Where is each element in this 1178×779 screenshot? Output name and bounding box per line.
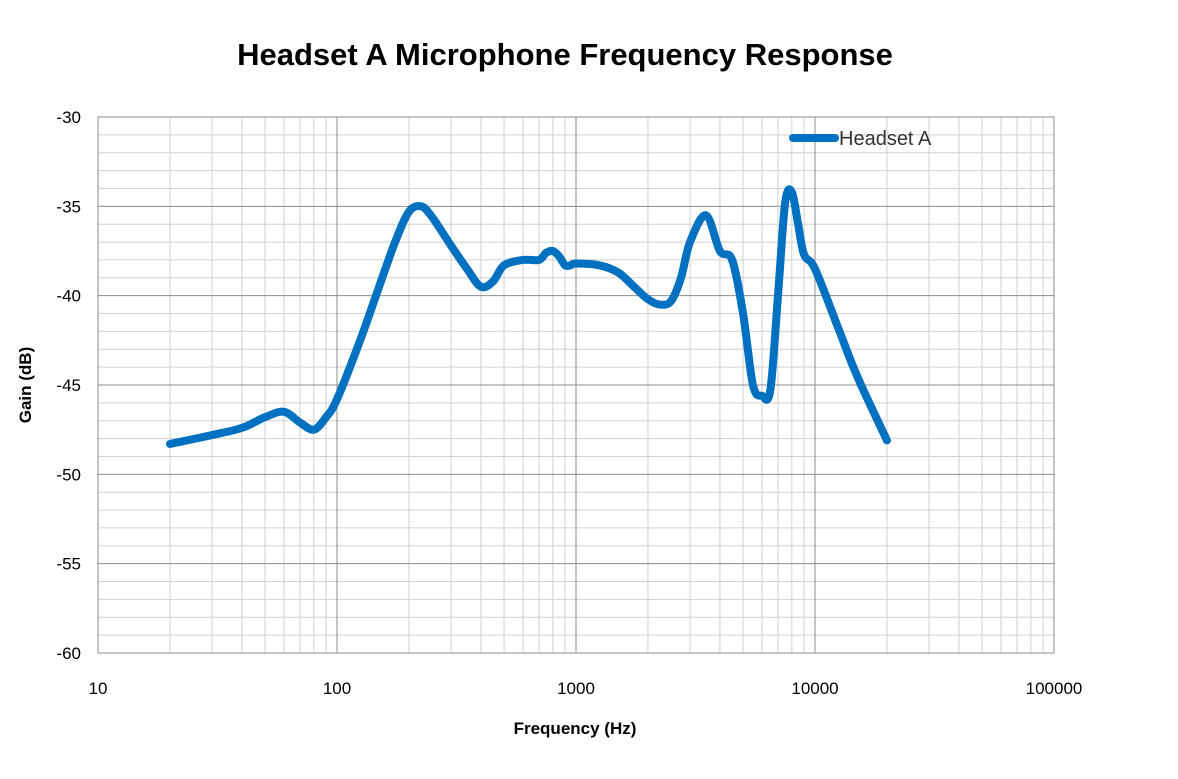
y-tick-label: -45 — [56, 376, 81, 395]
y-axis-tick-labels: -60 -55 -50 -45 -40 -35 -30 — [56, 108, 81, 663]
y-tick-label: -35 — [56, 197, 81, 216]
x-tick-label: 100 — [323, 679, 351, 698]
y-tick-label: -60 — [56, 644, 81, 663]
legend-label-headset-a: Headset A — [839, 128, 932, 150]
y-tick-label: -30 — [56, 108, 81, 127]
legend: Headset A — [789, 128, 932, 150]
y-tick-label: -50 — [56, 465, 81, 484]
x-tick-label: 10 — [89, 679, 108, 698]
x-axis-title: Frequency (Hz) — [514, 719, 637, 738]
plot-area-frame — [97, 116, 1055, 654]
series-line-headset-a — [165, 185, 891, 448]
series-layer — [165, 185, 891, 448]
x-axis-tick-labels: 10 100 1000 10000 100000 — [89, 679, 1083, 698]
chart-title: Headset A Microphone Frequency Response — [237, 37, 893, 72]
y-axis-title: Gain (dB) — [16, 347, 35, 424]
x-tick-label: 1000 — [557, 679, 595, 698]
x-tick-label: 100000 — [1026, 679, 1083, 698]
y-tick-label: -40 — [56, 287, 81, 306]
x-tick-label: 10000 — [791, 679, 838, 698]
y-tick-label: -55 — [56, 555, 81, 574]
